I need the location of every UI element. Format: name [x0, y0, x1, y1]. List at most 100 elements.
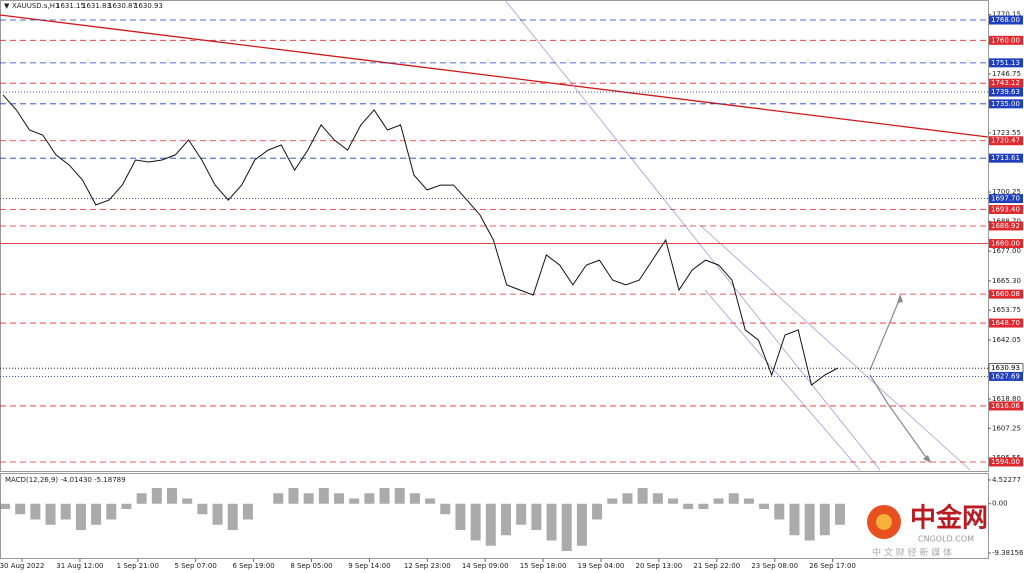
level-label-bg [989, 136, 1023, 146]
x-tick-label: 21 Sep 22:00 [693, 562, 740, 570]
channel-line [699, 224, 971, 471]
macd-bar [561, 503, 572, 551]
logo-text: 中金网 [910, 503, 988, 534]
arrow [869, 297, 901, 371]
level-label: 1648.70 [991, 319, 1020, 327]
level-label: 1627.69 [991, 372, 1020, 380]
level-label-bg [989, 205, 1023, 215]
y-tick-label: 1688.70 [992, 217, 1021, 225]
macd-bar [288, 487, 299, 504]
header-ohlc: 1631.15 [56, 2, 85, 10]
channel-line [704, 289, 861, 471]
macd-bar [349, 498, 360, 504]
y-tick-label: 1665.30 [992, 277, 1021, 285]
level-label: 1768.00 [991, 16, 1020, 24]
header-symbol: XAUUSD.s,H1 [12, 2, 59, 10]
macd-bar [212, 503, 223, 525]
y-tick-label: 1746.75 [992, 70, 1021, 78]
macd-bar [637, 487, 648, 504]
macd-bar [592, 503, 603, 520]
x-tick-label: 15 Sep 18:00 [520, 562, 567, 570]
level-label: 1697.70 [991, 195, 1020, 203]
trend-line [0, 14, 989, 138]
logo-icon [876, 514, 892, 530]
level-label-bg [989, 87, 1023, 97]
level-label-bg [989, 153, 1023, 163]
level-label: 1751.13 [991, 59, 1020, 67]
main-frame [0, 0, 989, 472]
level-label-bg [989, 194, 1023, 204]
macd-bar [622, 493, 633, 504]
y-tick-label: 1770.15 [992, 11, 1021, 19]
macd-bar [470, 503, 481, 541]
macd-bar [197, 503, 208, 515]
macd-bar [106, 503, 117, 520]
level-label: 1735.00 [991, 100, 1020, 108]
y-tick-label: 1677.00 [992, 247, 1021, 255]
macd-bar [394, 487, 405, 504]
level-label-bg [989, 58, 1023, 68]
logo-slogan: 中 文 财 经 新 媒 体 [872, 547, 952, 559]
level-label-bg [989, 401, 1023, 411]
level-label-bg [989, 289, 1023, 299]
x-tick-label: 30 Aug 2022 [0, 562, 44, 570]
x-tick-label: 12 Sep 23:00 [404, 562, 451, 570]
level-label: 1720.47 [991, 137, 1020, 145]
macd-bar [30, 503, 41, 520]
macd-bar [728, 493, 739, 504]
macd-bar [242, 503, 253, 520]
macd-bar [516, 503, 527, 525]
y-tick-label: 1723.55 [992, 129, 1021, 137]
level-label: 1693.40 [991, 206, 1020, 214]
macd-bar [182, 498, 193, 504]
macd-bar [576, 503, 587, 546]
macd-bar [683, 503, 694, 509]
x-tick-label: 31 Aug 12:00 [56, 562, 103, 570]
macd-bar [759, 503, 770, 509]
arrow-head [923, 455, 931, 463]
macd-y-tick-label: 0.00 [992, 500, 1008, 508]
macd-bar [227, 503, 238, 530]
macd-bar [652, 493, 663, 504]
macd-bar [835, 503, 845, 525]
level-label: 1686.92 [991, 222, 1020, 230]
y-tick-label: 1653.75 [992, 306, 1021, 314]
macd-bar [75, 503, 86, 530]
macd-bar [668, 498, 678, 504]
x-tick-label: 5 Sep 07:00 [175, 562, 217, 570]
header-arrow: ▼ [4, 2, 10, 10]
level-label-bg [989, 318, 1023, 328]
macd-bar [151, 487, 162, 504]
macd-bar [318, 487, 329, 504]
macd-bar [425, 498, 436, 504]
macd-y-tick-label: -9.38156 [992, 549, 1024, 557]
level-label-bg [989, 78, 1023, 88]
y-tick-label: 1618.80 [992, 395, 1021, 403]
macd-bar [485, 503, 496, 546]
arrow [869, 374, 929, 461]
level-label-bg [989, 371, 1023, 381]
macd-bar [0, 503, 10, 509]
level-label-bg [989, 35, 1023, 45]
macd-bar [15, 503, 26, 515]
macd-y-tick-label: 4.52277 [992, 476, 1021, 484]
level-label-bg [989, 15, 1023, 25]
macd-bar [273, 493, 284, 504]
macd-bar [819, 503, 830, 536]
x-tick-label: 8 Sep 05:00 [290, 562, 332, 570]
macd-bar [546, 503, 557, 541]
level-label-bg [989, 221, 1023, 231]
macd-bar [60, 503, 71, 520]
level-label: 1713.61 [991, 154, 1020, 162]
macd-bar [501, 503, 511, 536]
macd-bar [136, 493, 147, 504]
logo-site: CNGOLD.COM [918, 535, 974, 544]
level-label: 1739.63 [991, 88, 1020, 96]
x-tick-label: 23 Sep 08:00 [751, 562, 798, 570]
x-tick-label: 9 Sep 14:00 [348, 562, 390, 570]
macd-label: MACD(12,26,9) -4.01430 -5.18789 [5, 476, 126, 484]
level-label-bg [989, 457, 1023, 467]
level-label: 1594.00 [991, 458, 1020, 466]
y-tick-label: 1607.25 [992, 424, 1021, 432]
